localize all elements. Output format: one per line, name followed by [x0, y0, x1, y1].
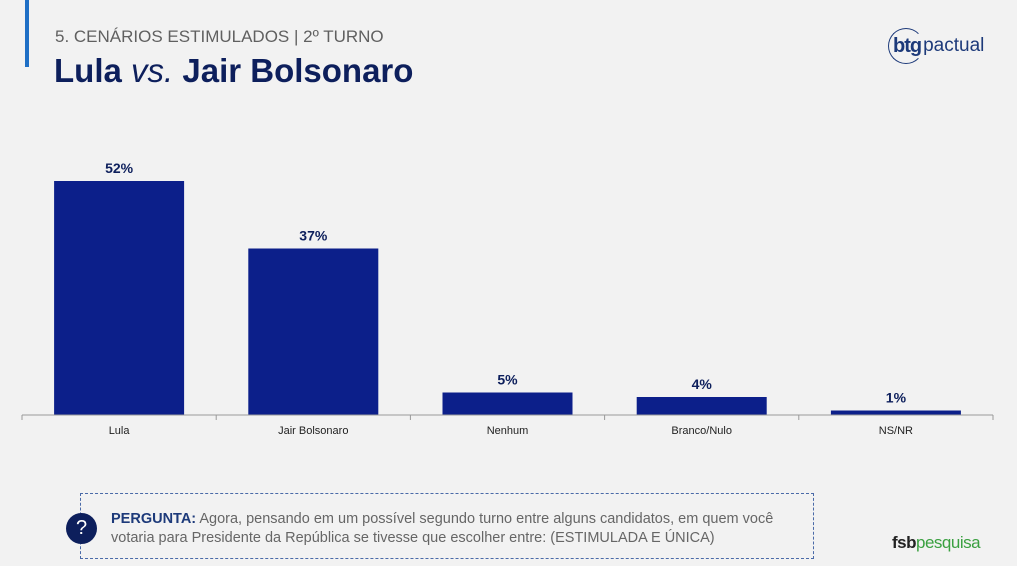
category-label: Nenhum [487, 425, 529, 437]
btg-pactual-logo: btg pactual [888, 28, 984, 64]
bar-3 [636, 397, 767, 415]
bar-0 [54, 181, 185, 415]
data-label: 5% [497, 372, 518, 388]
category-label: Lula [109, 425, 131, 437]
data-label: 37% [299, 228, 328, 244]
data-label: 4% [692, 376, 713, 392]
question-text: PERGUNTA: Agora, pensando em um possível… [111, 511, 774, 546]
accent-bar [25, 0, 29, 67]
question-icon: ? [66, 513, 97, 544]
bar-chart: 52% Lula 37% Jair Bolsonaro 5% Nenhum 4% Branco… [21, 160, 994, 437]
category-label: Branco/Nulo [671, 425, 732, 437]
bar-2 [442, 392, 573, 415]
bar-4 [830, 410, 961, 415]
page-title: Lula vs. Jair Bolsonaro [54, 52, 413, 90]
data-label: 1% [886, 390, 907, 406]
data-label: 52% [105, 160, 134, 176]
fsb-pesquisa-logo: fsbpesquisa [892, 533, 981, 552]
bar-1 [248, 248, 379, 415]
title-b: Jair Bolsonaro [182, 52, 414, 89]
title-a: Lula [54, 52, 122, 89]
category-label: NS/NR [879, 425, 913, 437]
title-vs: vs. [131, 52, 174, 89]
category-label: Jair Bolsonaro [278, 425, 348, 437]
section-subtitle: 5. CENÁRIOS ESTIMULADOS | 2º TURNO [55, 27, 384, 46]
